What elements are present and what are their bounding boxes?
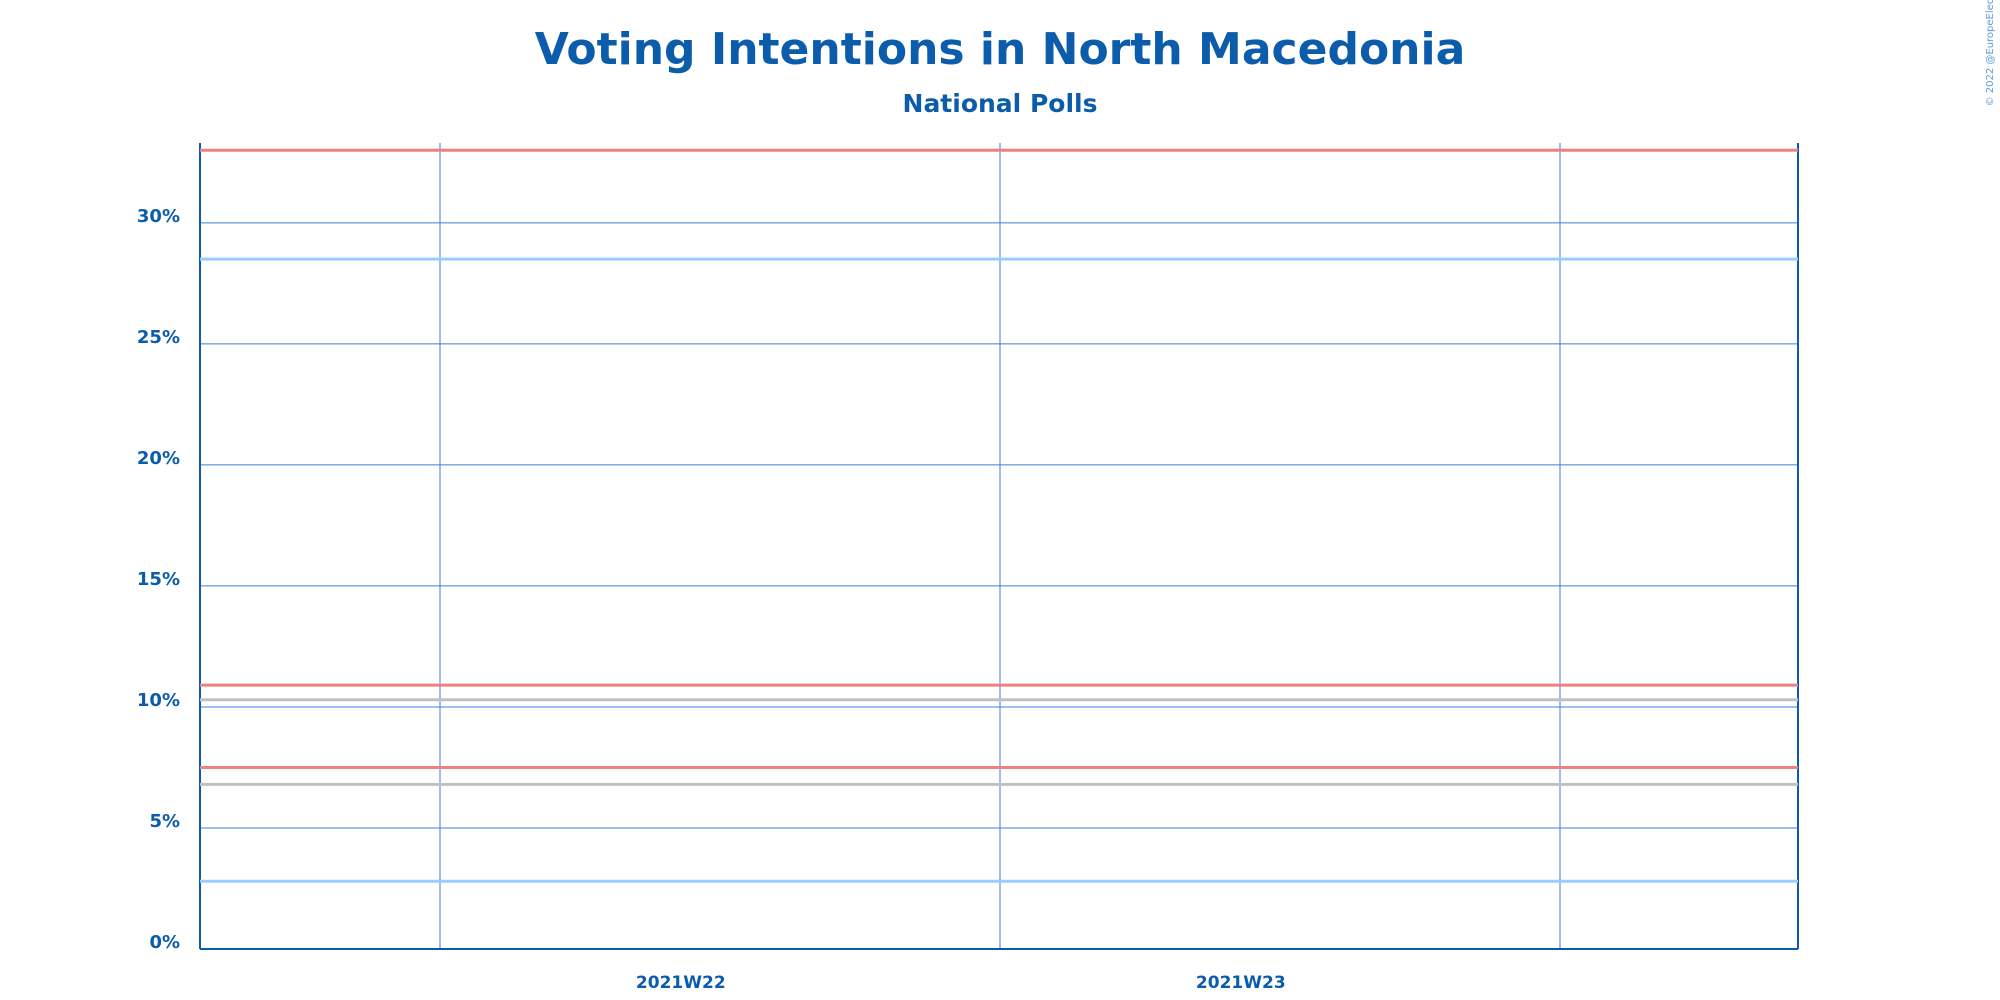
y-tick-label: 10%	[137, 690, 180, 711]
x-tick-label: 2021W23	[1196, 973, 1286, 993]
y-tick-label: 5%	[149, 811, 180, 832]
y-tick-label: 30%	[137, 206, 180, 227]
x-tick-label: 2021W22	[636, 973, 726, 993]
watermark: © 2022 @EuropeElects	[1985, 0, 1996, 106]
chart-title: Voting Intentions in North Macedonia	[535, 24, 1466, 75]
y-tick-label: 20%	[137, 448, 180, 469]
y-tick-label: 15%	[137, 569, 180, 590]
y-tick-label: 25%	[137, 327, 180, 348]
chart-subtitle: National Polls	[903, 89, 1098, 118]
y-tick-label: 0%	[149, 932, 180, 953]
